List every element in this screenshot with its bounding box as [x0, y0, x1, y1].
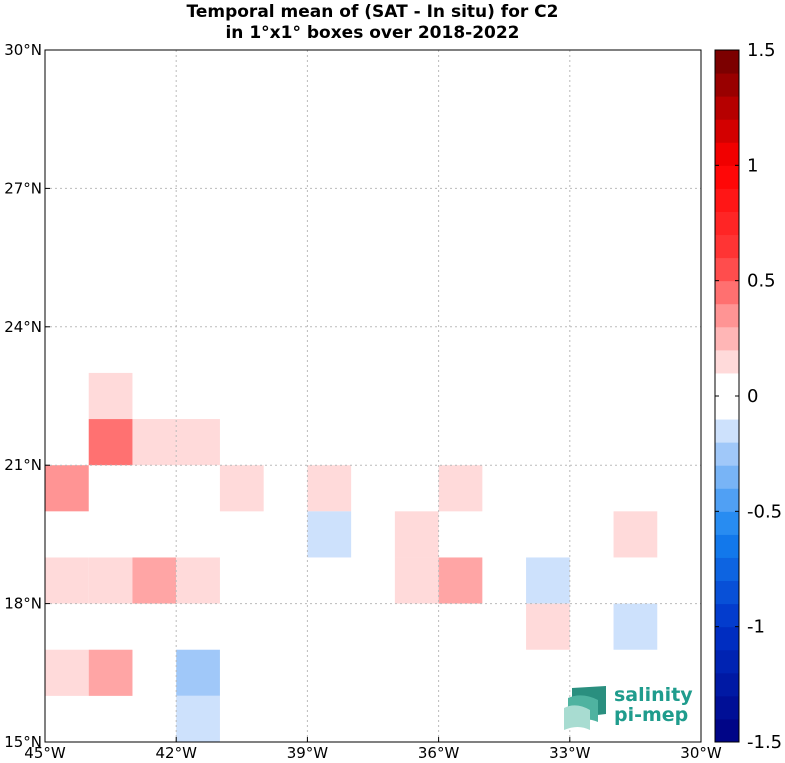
colorbar-bin [715, 96, 739, 120]
colorbar-bin [715, 465, 739, 489]
heatmap-cell [88, 419, 133, 466]
heatmap-cell [88, 372, 133, 420]
colorbar-bin [715, 488, 739, 512]
colorbar-bin [715, 142, 739, 166]
y-tick-label: 27°N [4, 179, 42, 197]
x-tick-label: 42°W [155, 744, 197, 762]
colorbar-bin [715, 557, 739, 582]
heatmap-cell [438, 557, 483, 604]
y-tick-label: 24°N [4, 318, 42, 336]
heatmap-cell [45, 649, 89, 696]
salinity-pi-mep-logo: salinity pi-mep [562, 684, 702, 732]
colorbar-bin [715, 165, 739, 189]
heatmap-cell [88, 557, 133, 604]
colorbar-bin [715, 119, 739, 143]
x-tick-label: 45°W [24, 744, 66, 762]
colorbar-tick-label: 1 [747, 155, 758, 176]
colorbar-tick-label: -1.5 [747, 732, 782, 753]
chart-title: Temporal mean of (SAT - In situ) for C2 [186, 2, 559, 22]
y-axis: 15°N 18°N 21°N 24°N 27°N 30°N [4, 41, 50, 751]
colorbar-bin [715, 50, 739, 74]
colorbar-ticks: 1.5 1 0.5 0 -0.5 -1 -1.5 [715, 40, 782, 753]
colorbar-bin [715, 419, 739, 443]
heatmap-cell [307, 465, 352, 512]
heatmap-cell [219, 465, 264, 512]
colorbar-tick-label: -0.5 [747, 501, 782, 522]
colorbar-bin [715, 534, 739, 558]
heatmap-cell [176, 649, 220, 696]
x-tick-label: 36°W [418, 744, 460, 762]
colorbar-bin [715, 73, 739, 97]
wave-logo-icon [564, 686, 606, 730]
x-axis: 45°W 42°W 39°W 36°W 33°W 30°W [24, 737, 722, 762]
colorbar-bin [715, 280, 739, 305]
x-tick-label: 33°W [549, 744, 591, 762]
colorbar-bin [715, 511, 739, 535]
colorbar-bins [715, 50, 739, 743]
heatmap-cell [394, 511, 439, 558]
heatmap-cell [132, 419, 177, 466]
y-tick-label: 18°N [4, 595, 42, 613]
heatmap-cell [45, 557, 89, 604]
colorbar-bin [715, 326, 739, 351]
chart-subtitle: in 1°x1° boxes over 2018-2022 [225, 23, 520, 43]
heatmap-cell [176, 557, 220, 604]
x-tick-label: 30°W [680, 744, 722, 762]
y-tick-label: 30°N [4, 41, 42, 59]
colorbar-bin [715, 603, 739, 628]
plot-frame [44, 49, 702, 743]
heatmap-cell [613, 603, 658, 650]
logo-line-1: salinity [614, 684, 693, 706]
colorbar-bin [715, 718, 739, 743]
colorbar-tick-label: 0 [747, 386, 758, 407]
heatmap-cell [613, 511, 658, 558]
heatmap-cell [132, 557, 177, 604]
colorbar-bin [715, 672, 739, 697]
colorbar-bin [715, 649, 739, 674]
heatmap-cell [307, 511, 352, 558]
colorbar-bin [715, 234, 739, 259]
heatmap-cells [45, 372, 658, 742]
colorbar-bin [715, 349, 739, 374]
colorbar-bin [715, 442, 739, 466]
colorbar-bin [715, 580, 739, 605]
heatmap-cell [88, 649, 133, 696]
colorbar-tick-label: -1 [747, 617, 765, 638]
x-tick-label: 39°W [287, 744, 329, 762]
heatmap-cell [394, 557, 439, 604]
heatmap-cell [176, 419, 220, 466]
colorbar-bin [715, 372, 739, 397]
logo-line-2: pi-mep [614, 704, 689, 726]
colorbar-tick-label: 0.5 [747, 271, 776, 292]
colorbar-bin [715, 188, 739, 212]
heatmap-cell [526, 603, 570, 650]
colorbar-bin [715, 257, 739, 282]
colorbar-bin [715, 211, 739, 236]
heatmap-cell [45, 465, 89, 512]
y-tick-label: 15°N [4, 733, 42, 751]
colorbar-bin [715, 303, 739, 328]
colorbar-tick-label: 1.5 [747, 40, 776, 61]
colorbar-bin [715, 396, 739, 420]
y-tick-label: 21°N [4, 456, 42, 474]
colorbar-bin [715, 626, 739, 651]
heatmap-cell [526, 557, 570, 604]
colorbar-bin [715, 695, 739, 720]
heatmap-cell [438, 465, 483, 512]
heatmap-cell [176, 695, 220, 742]
